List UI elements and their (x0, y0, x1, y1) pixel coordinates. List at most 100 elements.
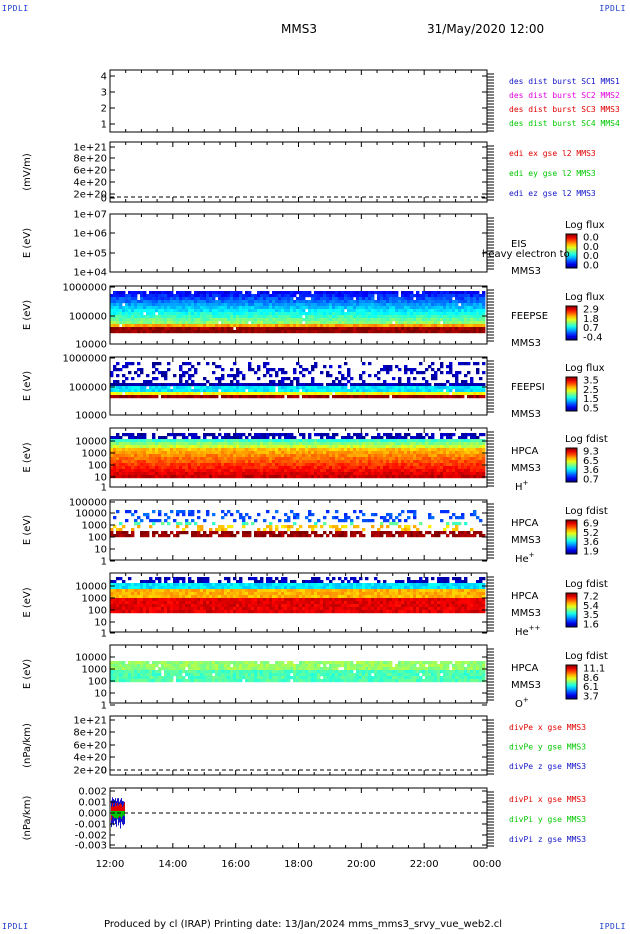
spectrogram-cell (134, 522, 138, 526)
spectrogram-cell (224, 469, 228, 473)
spectrogram-cell (245, 318, 249, 322)
spectrogram-cell (443, 291, 447, 295)
spectrogram-cell (278, 306, 282, 310)
spectrogram-cell (236, 436, 240, 440)
spectrogram-cell (350, 389, 354, 393)
spectrogram-cell (365, 448, 369, 452)
spectrogram-cell (479, 303, 483, 307)
spectrogram-cell (275, 457, 279, 461)
spectrogram-cell (434, 303, 438, 307)
spectrogram-cell (473, 383, 477, 387)
spectrogram-cell (446, 451, 450, 455)
spectrogram-cell (470, 386, 474, 390)
spectrogram-cell (128, 472, 132, 476)
spectrogram-cell (299, 445, 303, 449)
spectrogram-cell (233, 362, 237, 366)
spectrogram-cell (197, 516, 201, 520)
spectrogram-cell (419, 312, 423, 316)
spectrogram-cell (359, 448, 363, 452)
spectrogram-cell (452, 466, 456, 470)
spectrogram-cell (128, 291, 132, 295)
spectrogram-cell (359, 457, 363, 461)
spectrogram-cell (284, 386, 288, 390)
spectrogram-cell (140, 318, 144, 322)
spectrogram-cell (344, 451, 348, 455)
spectrogram-cell (293, 291, 297, 295)
spectrogram-cell (134, 291, 138, 295)
spectrogram-cell (281, 392, 285, 396)
spectrogram-cell (392, 466, 396, 470)
spectrogram-cell (449, 475, 453, 479)
spectrogram-cell (239, 475, 243, 479)
spectrogram-cell (227, 389, 231, 393)
spectrogram-cell (371, 294, 375, 298)
spectrogram-cell (161, 324, 165, 328)
spectrogram-cell (386, 368, 390, 372)
spectrogram-cell (359, 291, 363, 295)
spectrogram-cell (368, 469, 372, 473)
spectrogram-cell (242, 454, 246, 458)
spectrogram-cell (359, 392, 363, 396)
spectrogram-cell (422, 454, 426, 458)
spectrogram-cell (419, 457, 423, 461)
spectrogram-cell (440, 330, 444, 334)
spectrogram-cell (152, 377, 156, 381)
spectrogram-cell (251, 472, 255, 476)
spectrogram-cell (473, 362, 477, 366)
spectrogram-cell (464, 380, 468, 384)
spectrogram-cell (110, 389, 114, 393)
spectrogram-cell (179, 389, 183, 393)
spectrogram-cell (257, 466, 261, 470)
spectrogram-cell (137, 460, 141, 464)
spectrogram-cell (458, 451, 462, 455)
spectrogram-cell (329, 386, 333, 390)
spectrogram-cell (197, 303, 201, 307)
spectrogram-cell (287, 439, 291, 443)
spectrogram-cell (404, 392, 408, 396)
spectrogram-cell (236, 321, 240, 325)
spectrogram-cell (146, 472, 150, 476)
spectrogram-cell (284, 297, 288, 301)
spectrogram-cell (245, 383, 249, 387)
spectrogram-cell (422, 312, 426, 316)
spectrogram-cell (266, 291, 270, 295)
spectrogram-cell (146, 309, 150, 313)
spectrogram-cell (254, 439, 258, 443)
spectrogram-cell (467, 463, 471, 467)
spectrogram-cell (155, 386, 159, 390)
spectrogram-cell (269, 383, 273, 387)
spectrogram-cell (146, 460, 150, 464)
spectrogram-cell (452, 392, 456, 396)
spectrogram-cell (374, 291, 378, 295)
spectrogram-cell (350, 300, 354, 304)
spectrogram-cell (464, 389, 468, 393)
spectrogram-cell (137, 386, 141, 390)
spectrogram-cell (221, 445, 225, 449)
spectrogram-cell (161, 457, 165, 461)
spectrogram-cell (233, 392, 237, 396)
spectrogram-cell (332, 436, 336, 440)
spectrogram-cell (470, 433, 474, 437)
spectrogram-cell (371, 436, 375, 440)
spectrogram-cell (410, 300, 414, 304)
spectrogram-cell (320, 463, 324, 467)
spectrogram-cell (305, 395, 309, 399)
spectrogram-cell (314, 300, 318, 304)
spectrogram-cell (257, 389, 261, 393)
spectrogram-cell (134, 475, 138, 479)
spectrogram-cell (143, 327, 147, 331)
spectrogram-cell (452, 463, 456, 467)
spectrogram-cell (122, 294, 126, 298)
spectrogram-cell (155, 327, 159, 331)
spectrogram-cell (119, 531, 123, 535)
spectrogram-cell (125, 365, 129, 369)
spectrogram-cell (323, 315, 327, 319)
spectrogram-cell (335, 466, 339, 470)
spectrogram-cell (359, 324, 363, 328)
spectrogram-cell (203, 318, 207, 322)
spectrogram-cell (122, 383, 126, 387)
spectrogram-cell (110, 315, 114, 319)
spectrogram-cell (146, 318, 150, 322)
spectrogram-cell (116, 457, 120, 461)
spectrogram-cell (197, 321, 201, 325)
